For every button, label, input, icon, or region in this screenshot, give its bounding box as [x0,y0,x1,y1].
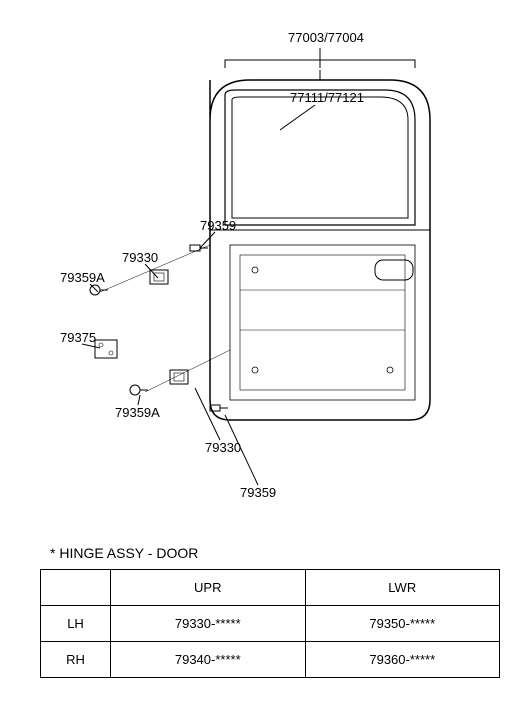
cell-lh-lwr: 79350-***** [305,606,500,642]
label-77003-77004: 77003/77004 [288,30,364,45]
table-header-row: UPR LWR [41,570,500,606]
parts-diagram: 77003/77004 77111/77121 79359 79330 7935… [0,0,531,530]
table-title: * HINGE ASSY - DOOR [50,545,500,561]
col-header-upr: UPR [111,570,306,606]
label-79359a-lower: 79359A [115,405,160,420]
label-77111-77121: 77111/77121 [290,90,364,105]
cell-rh-lwr: 79360-***** [305,642,500,678]
label-79330-upper: 79330 [122,250,158,265]
row-header-rh: RH [41,642,111,678]
row-header-lh: LH [41,606,111,642]
label-79359-upper: 79359 [200,218,236,233]
label-79359-lower: 79359 [240,485,276,500]
cell-lh-upr: 79330-***** [111,606,306,642]
table-row: LH 79330-***** 79350-***** [41,606,500,642]
table-row: RH 79340-***** 79360-***** [41,642,500,678]
hinge-table-section: * HINGE ASSY - DOOR UPR LWR LH 79330-***… [40,545,500,678]
col-header-lwr: LWR [305,570,500,606]
label-79359a-upper: 79359A [60,270,105,285]
table-corner-cell [41,570,111,606]
cell-rh-upr: 79340-***** [111,642,306,678]
label-79330-lower: 79330 [205,440,241,455]
label-79375: 79375 [60,330,96,345]
hinge-reference-table: UPR LWR LH 79330-***** 79350-***** RH 79… [40,569,500,678]
